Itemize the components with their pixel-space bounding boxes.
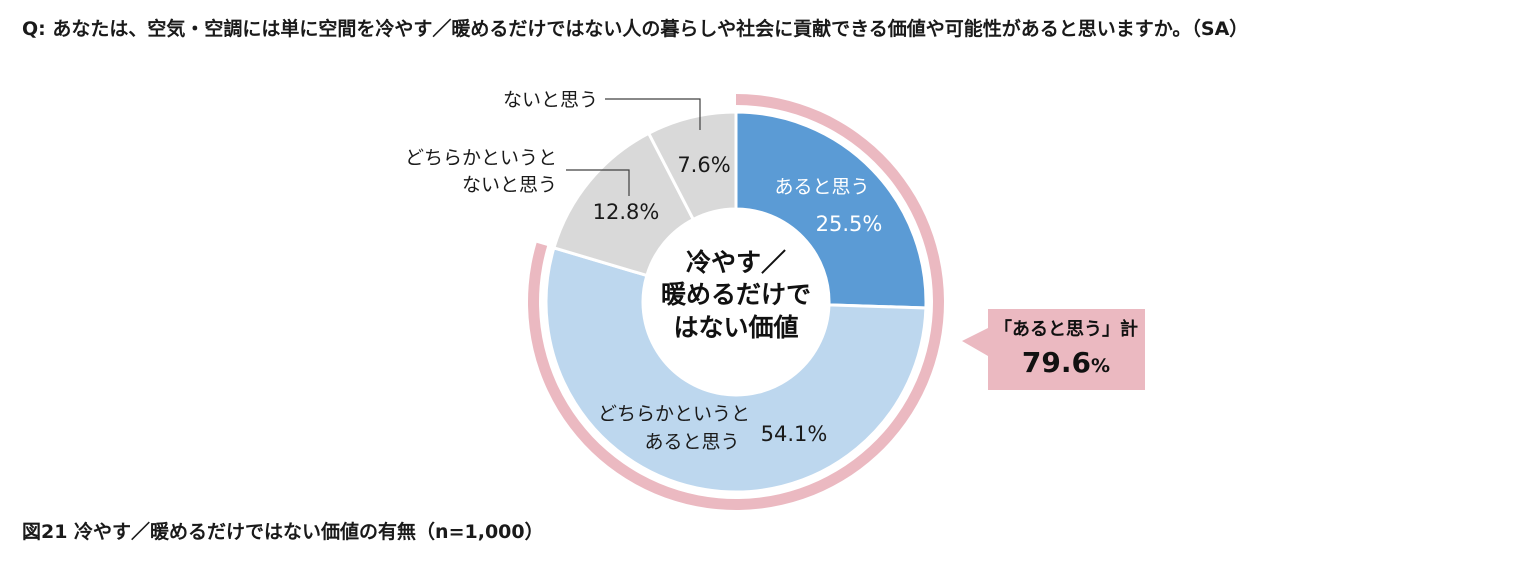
donut-slices-group bbox=[544, 110, 928, 494]
slice-label-1-value: 25.5% bbox=[816, 212, 883, 236]
slice-label-3-name-line2: ないと思う bbox=[462, 174, 557, 196]
center-label-group: 冷やす／ 暖めるだけではない価値 bbox=[661, 248, 811, 342]
leader-lines-group bbox=[566, 98, 701, 196]
donut-slice-4 bbox=[646, 110, 738, 222]
callout-label: 「あると思う」計 bbox=[994, 318, 1138, 340]
slice-label-4-value: 7.6% bbox=[677, 153, 730, 177]
question-text: Q: あなたは、空気・空調には単に空間を冷やす／暖めるだけではない人の暮らしや社… bbox=[22, 18, 1249, 40]
slice-label-4-name: ないと思う bbox=[503, 89, 598, 111]
leader-line-3 bbox=[566, 169, 630, 196]
callout-box bbox=[962, 309, 1145, 390]
figure-caption: 図21 冷やす／暖めるだけではない価値の有無（n=1,000） bbox=[22, 521, 544, 543]
slice-label-3-name-line1: どちらかというと bbox=[405, 147, 557, 169]
slice-label-1-name: あると思う bbox=[774, 176, 869, 198]
callout-value-unit: % bbox=[1091, 355, 1110, 377]
center-label-line-1: 冷やす／ bbox=[686, 248, 786, 277]
total-callout-group: 「あると思う」計 79.6% bbox=[962, 309, 1145, 390]
slice-label-2-name-line1: どちらかというと bbox=[598, 403, 750, 425]
center-label-line-3: はない価値 bbox=[673, 313, 798, 342]
callout-value: 79.6% bbox=[1022, 346, 1110, 379]
donut-slice-2 bbox=[544, 245, 928, 494]
slice-label-2-value: 54.1% bbox=[761, 422, 828, 446]
callout-value-number: 79.6 bbox=[1022, 346, 1091, 379]
slice-label-3-value: 12.8% bbox=[593, 200, 660, 224]
leader-line-4 bbox=[605, 98, 701, 130]
donut-slice-1 bbox=[734, 110, 928, 310]
slice-label-2-name-line2: あると思う bbox=[644, 431, 739, 453]
center-label-line-2: 暖めるだけで bbox=[661, 280, 811, 309]
